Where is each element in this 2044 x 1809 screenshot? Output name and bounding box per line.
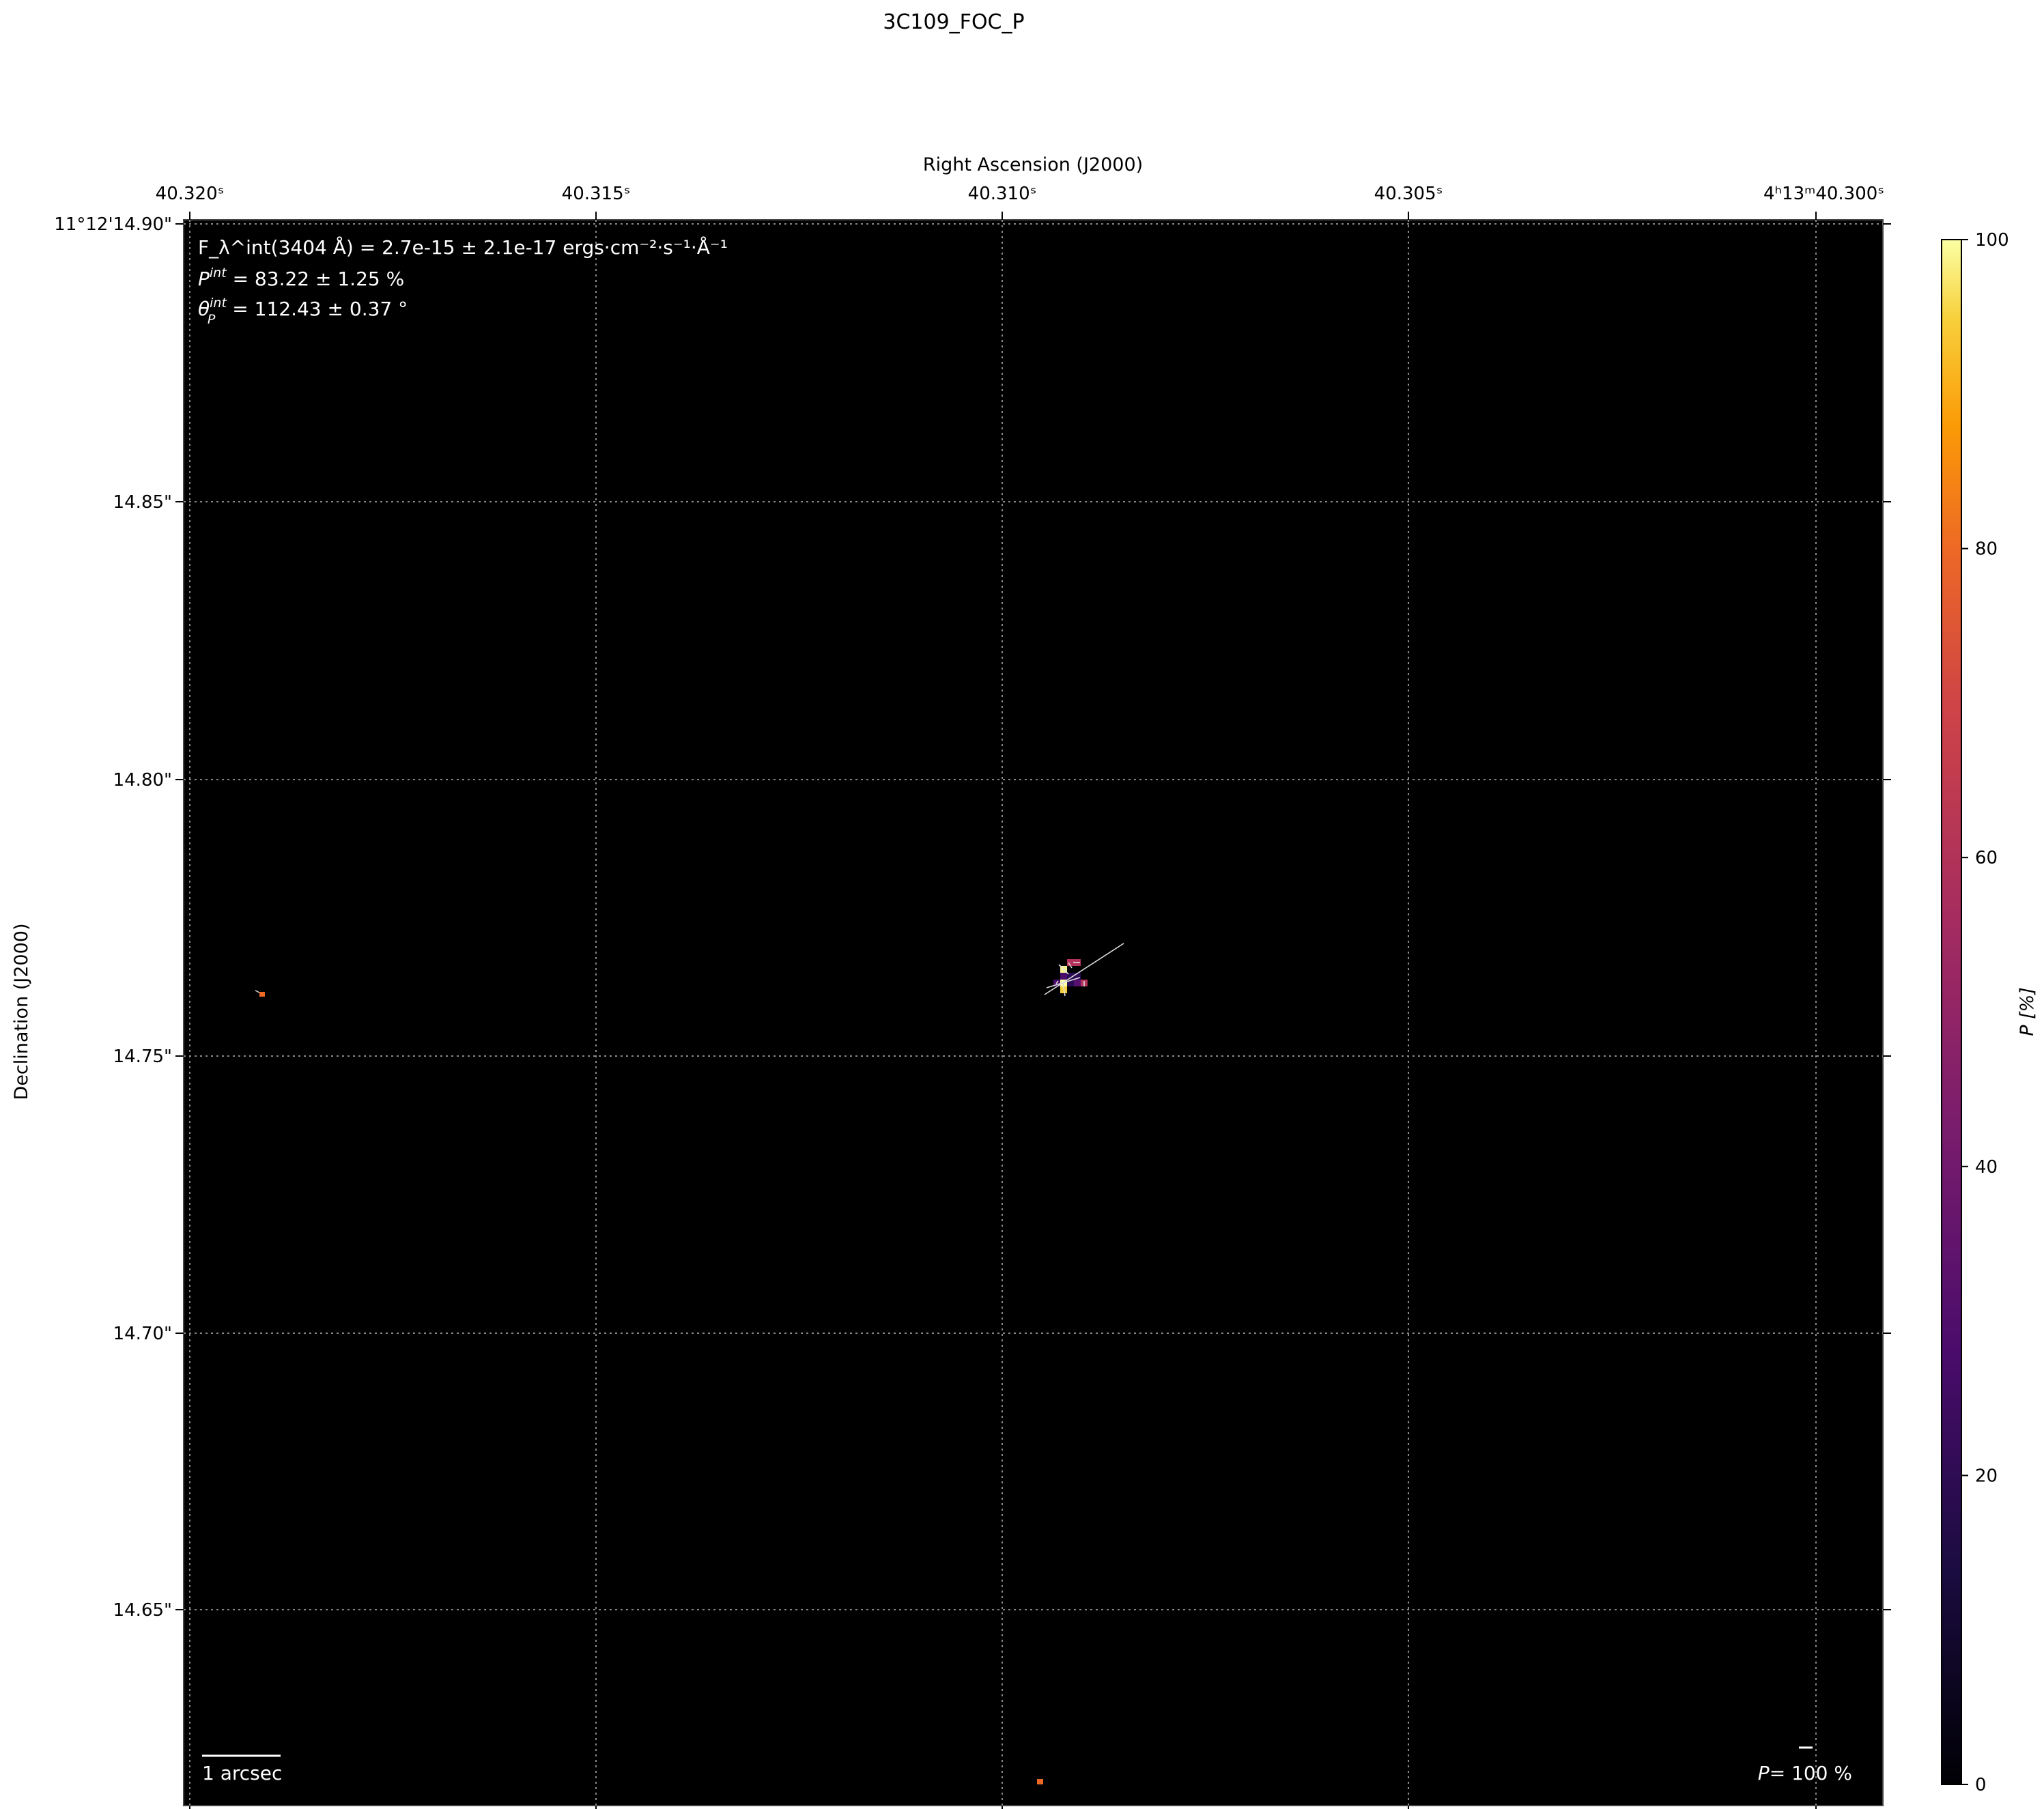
colorbar-ticks: 0 20 40 60 80 100	[1961, 230, 2009, 1795]
x-tick-label: 40.315ˢ	[562, 184, 631, 204]
polarization-vectors	[255, 943, 1124, 997]
colorbar-label: P [%]	[2017, 987, 2038, 1036]
polarization-vector	[1068, 962, 1073, 969]
x-tick-label: 40.305ˢ	[1374, 184, 1443, 204]
polarization-vector	[1044, 943, 1124, 995]
colorbar-tick-label: 0	[1975, 1775, 1987, 1795]
plot-area	[183, 219, 1884, 1806]
polarization-vector	[255, 990, 260, 993]
polarization-annotation: Pint = 83.22 ± 1.25 %	[198, 266, 404, 290]
flux-annotation: F_λ^int(3404 Å) = 2.7e-15 ± 2.1e-17 ergs…	[198, 236, 728, 259]
x-axis-label: Right Ascension (J2000)	[923, 154, 1143, 175]
polarization-vector	[1055, 980, 1059, 984]
x-tick-label: 40.320ˢ	[156, 184, 225, 204]
y-tick-label: 14.75"	[113, 1046, 172, 1067]
polarization-vector	[1062, 982, 1066, 997]
polarization-pixel	[1074, 980, 1081, 986]
grid-lines	[184, 220, 1883, 1806]
polarization-pixel	[1037, 1779, 1043, 1784]
angle-annotation: θint P = 112.43 ± 0.37 °	[198, 296, 408, 327]
polarization-pixel	[1060, 973, 1067, 980]
polarization-vector	[1058, 964, 1069, 975]
y-axis-ticks: 11°12'14.90" 14.85" 14.80" 14.75" 14.70" 14.6…	[54, 214, 1891, 1621]
polarization-pixel	[259, 992, 265, 997]
chart-title: 3C109_FOC_P	[883, 10, 1024, 34]
colorbar	[1941, 239, 1962, 1785]
colorbar-tick-label: 80	[1975, 539, 1998, 560]
y-tick-label: 11°12'14.90"	[54, 214, 172, 235]
polarization-vector	[1046, 977, 1081, 988]
y-tick-label: 14.70"	[113, 1324, 172, 1344]
x-axis-ticks: 40.320ˢ 40.315ˢ 40.310ˢ 40.305ˢ 4ʰ13ᵐ40.300ˢ	[156, 184, 1884, 1809]
colorbar-tick-label: 40	[1975, 1157, 1998, 1178]
y-tick-label: 14.80"	[113, 770, 172, 790]
x-tick-label: 40.310ˢ	[968, 184, 1037, 204]
x-tick-label: 4ʰ13ᵐ40.300ˢ	[1763, 184, 1884, 204]
colorbar-tick-label: 20	[1975, 1466, 1998, 1486]
polarization-pixel	[1067, 980, 1074, 986]
colorbar-tick-label: 100	[1975, 230, 2009, 251]
y-tick-label: 14.65"	[113, 1600, 172, 1621]
colorbar-tick-label: 60	[1975, 848, 1998, 868]
scale-bar-label: 1 arcsec	[202, 1762, 282, 1784]
y-tick-label: 14.85"	[113, 492, 172, 513]
y-axis-label: Declination (J2000)	[11, 924, 32, 1100]
vector-scale-label: P= 100 %	[1758, 1762, 1852, 1784]
